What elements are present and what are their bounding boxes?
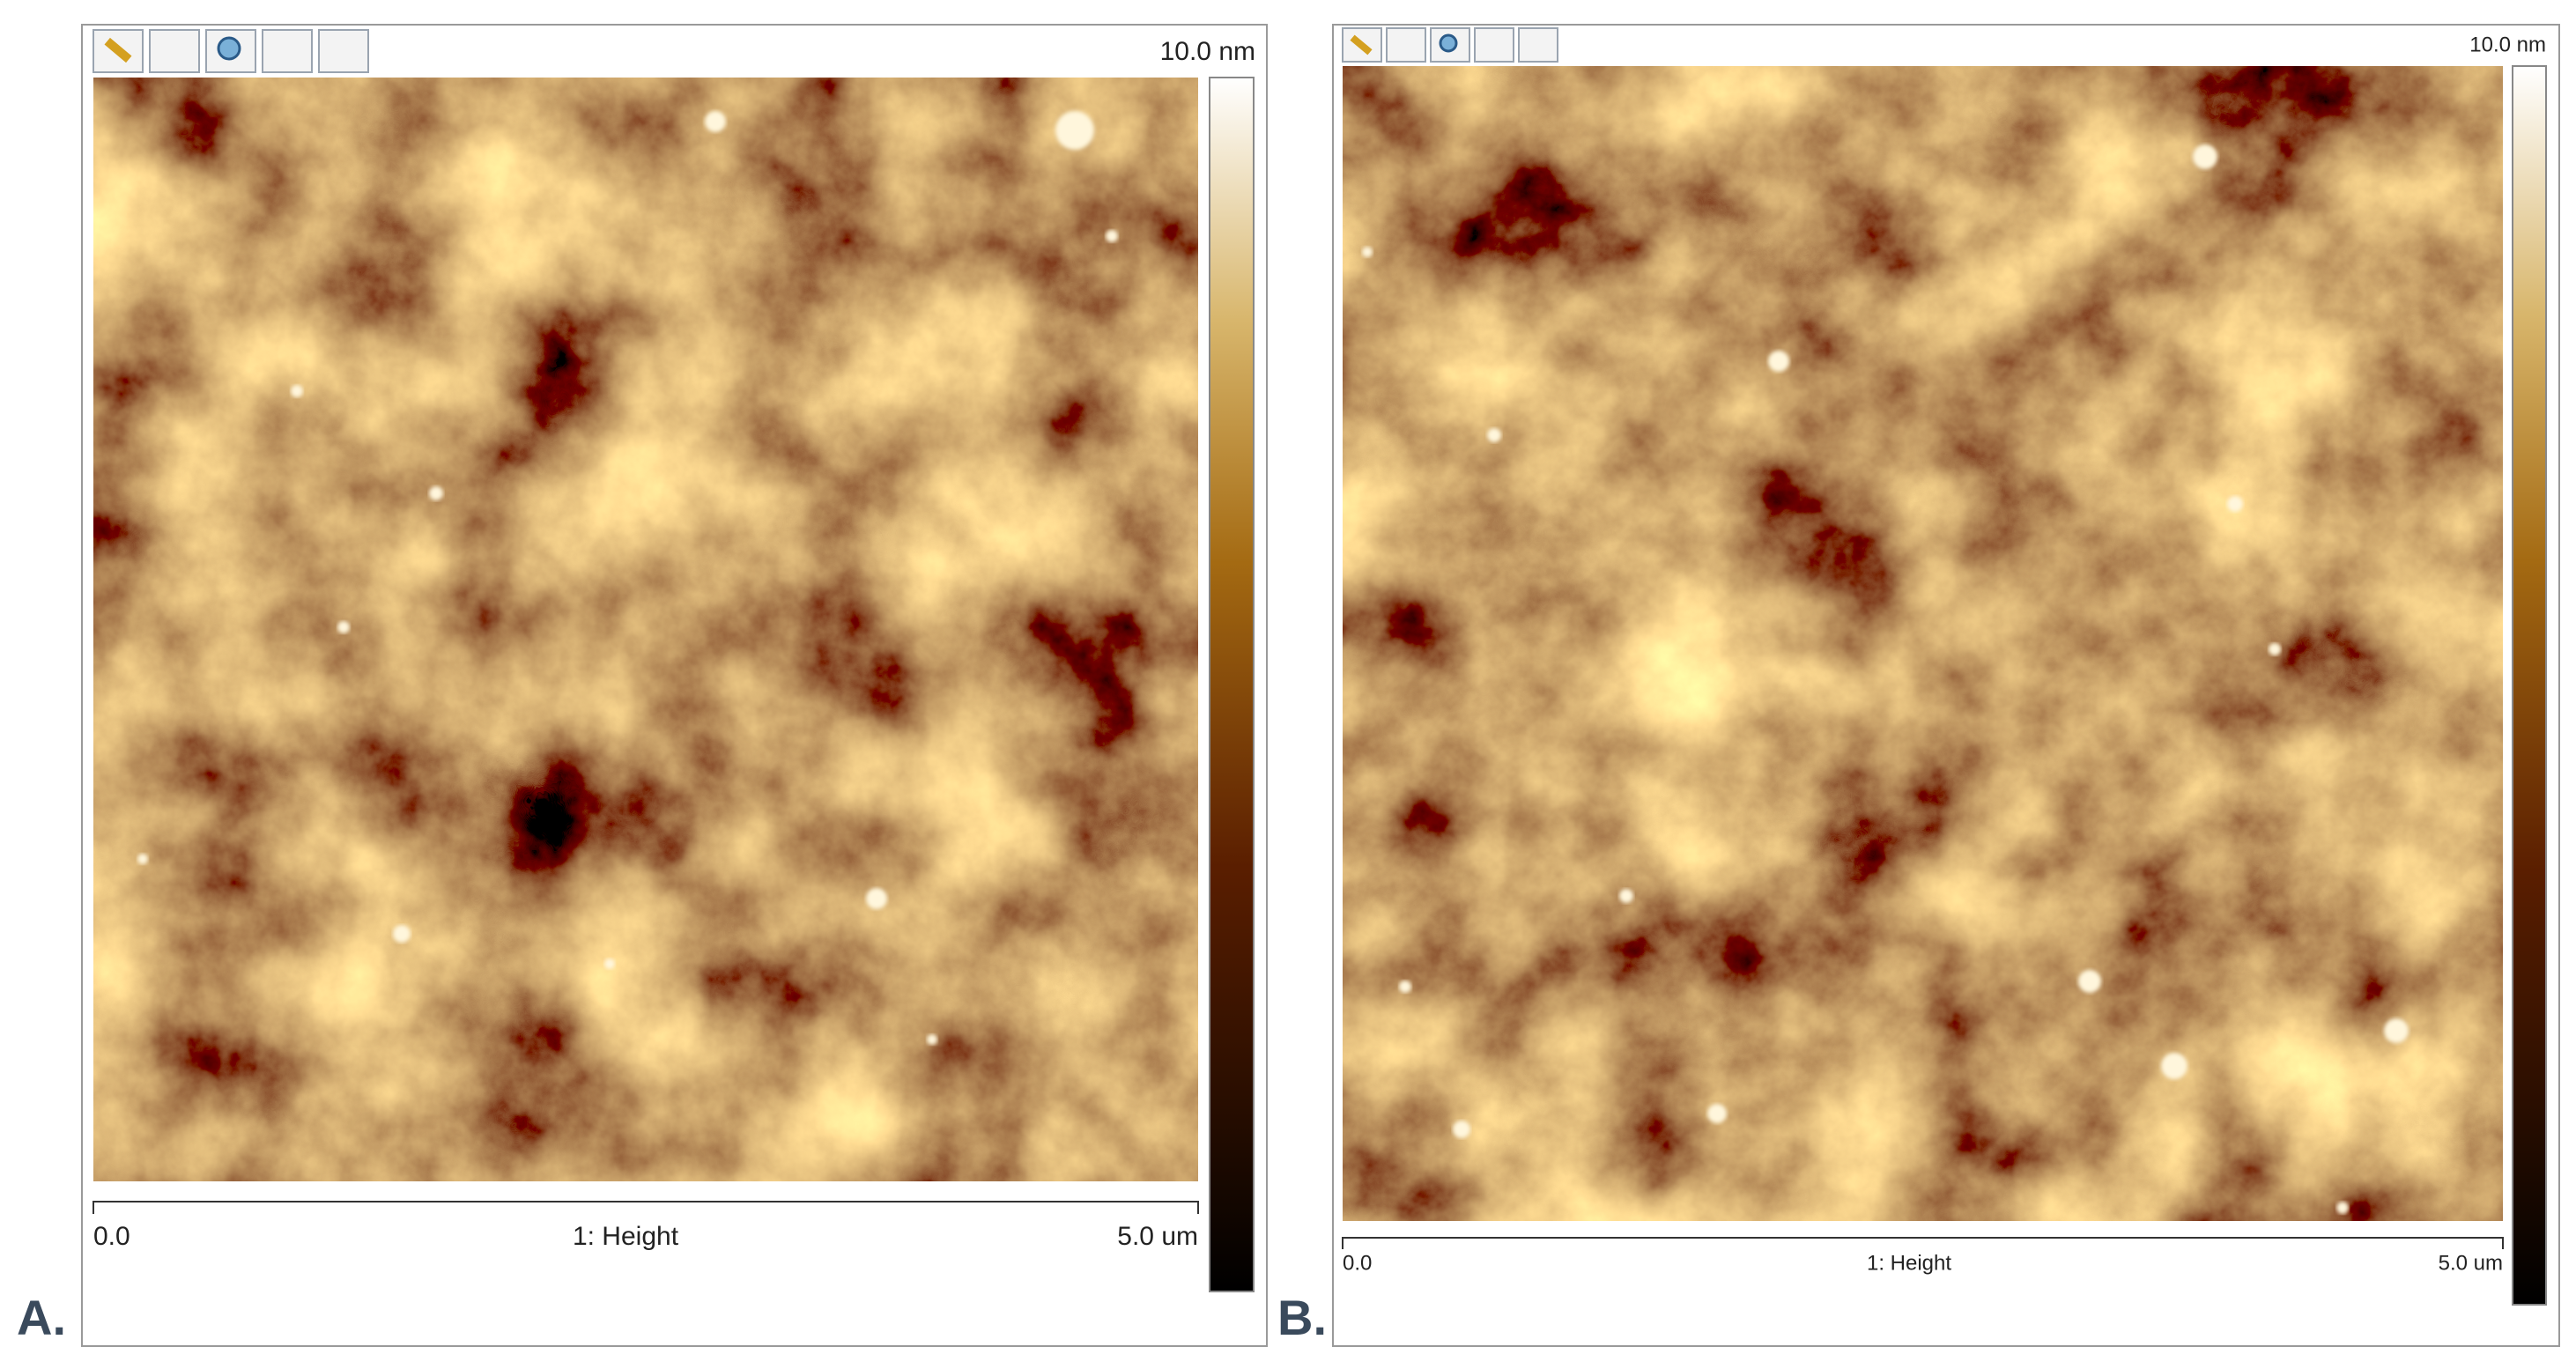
particles: [137, 111, 1118, 1045]
axis-end: 5.0 um: [2439, 1251, 2503, 1275]
particle: [1453, 1121, 1470, 1138]
panel-label: A.: [17, 1290, 66, 1345]
axis-start: 0.0: [1343, 1251, 1372, 1275]
particle: [2336, 1202, 2349, 1214]
tool-pan[interactable]: [149, 29, 200, 73]
panel-label: B.: [1277, 1290, 1327, 1345]
scale-max: 10.0 nm: [2469, 33, 2546, 56]
tool-pan[interactable]: [1386, 27, 1426, 63]
particles: [1362, 144, 2409, 1214]
particle: [1768, 351, 1789, 372]
particle: [1362, 247, 1373, 257]
x-axis: [93, 1201, 1199, 1214]
tool-zoom-in[interactable]: [262, 29, 313, 73]
particle: [927, 1034, 937, 1045]
zoom-glyph: [217, 36, 241, 61]
particle: [137, 854, 148, 864]
ruler-glyph: [104, 37, 132, 63]
panel-a: A. 10.0 nm 0.0 1: Heig: [17, 24, 1268, 1347]
toolbar: [93, 29, 369, 73]
particle: [2161, 1053, 2187, 1079]
axis-title: 1: Height: [573, 1222, 679, 1251]
particle: [337, 621, 350, 633]
height-image: [93, 78, 1198, 1181]
particle: [429, 486, 443, 500]
scale-max: 10.0 nm: [1160, 37, 1255, 66]
particle: [393, 925, 411, 943]
particle: [1487, 428, 1501, 442]
toolbar: [1342, 27, 1558, 63]
particle: [705, 111, 726, 132]
tool-zoom-in[interactable]: [1474, 27, 1514, 63]
zoom-glyph: [1439, 33, 1458, 53]
tool-zoom-out[interactable]: [1518, 27, 1558, 63]
particle: [866, 888, 887, 909]
ruler-glyph: [1350, 34, 1373, 56]
axis-start: 0.0: [93, 1222, 130, 1251]
particle: [1707, 1104, 1727, 1123]
height-image: [1343, 66, 2503, 1221]
color-bar: [1209, 77, 1255, 1292]
particle: [291, 385, 303, 397]
panel-b: B. 10.0 nm: [1277, 24, 2560, 1347]
particle: [2078, 970, 2101, 993]
tool-zoom-out[interactable]: [318, 29, 369, 73]
particle: [2193, 144, 2217, 169]
particle: [2227, 496, 2243, 512]
axis-title: 1: Height: [1867, 1251, 1951, 1275]
particle: [1619, 889, 1633, 903]
particle: [1399, 980, 1411, 993]
particle: [1055, 111, 1094, 150]
axis-end: 5.0 um: [1117, 1222, 1198, 1251]
particle: [2384, 1018, 2409, 1043]
x-axis: [1342, 1237, 2504, 1249]
color-bar: [2512, 65, 2547, 1306]
particle: [2269, 643, 2281, 655]
particle: [1106, 230, 1118, 242]
particle: [604, 958, 615, 969]
